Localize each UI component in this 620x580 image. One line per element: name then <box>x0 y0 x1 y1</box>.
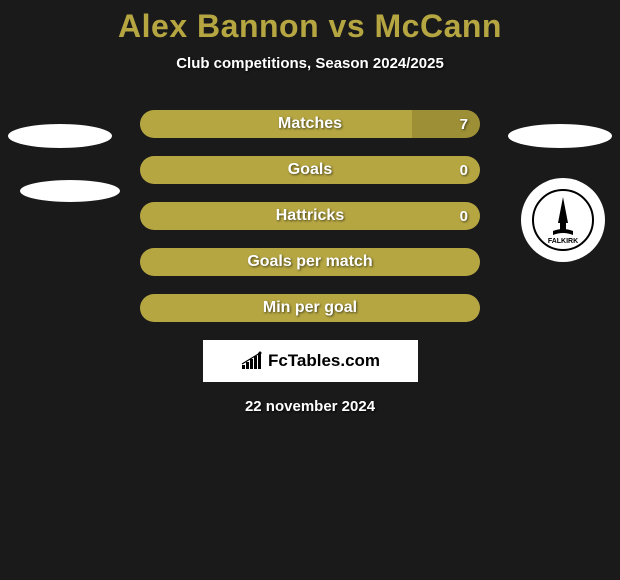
stat-label: Goals per match <box>247 253 372 271</box>
player-avatar-left-1 <box>8 124 112 148</box>
page-subtitle: Club competitions, Season 2024/2025 <box>0 55 620 72</box>
club-crest-icon: FALKIRK <box>528 185 598 255</box>
branding-text: FcTables.com <box>268 351 380 371</box>
stat-label: Min per goal <box>263 299 357 317</box>
svg-text:FALKIRK: FALKIRK <box>548 238 578 245</box>
stat-bar-min-per-goal: Min per goal <box>140 294 480 322</box>
player-avatar-right <box>508 124 612 148</box>
branding-box: FcTables.com <box>203 340 418 382</box>
stat-value: 0 <box>460 208 468 225</box>
stat-bar-goals-per-match: Goals per match <box>140 248 480 276</box>
date-text: 22 november 2024 <box>0 398 620 415</box>
page-title: Alex Bannon vs McCann <box>0 8 620 45</box>
club-badge: FALKIRK <box>521 178 605 262</box>
stat-bar-goals: Goals 0 <box>140 156 480 184</box>
stat-value: 0 <box>460 162 468 179</box>
stat-label: Hattricks <box>276 207 344 225</box>
chart-icon <box>240 351 264 371</box>
player-avatar-left-2 <box>20 180 120 202</box>
stat-label: Goals <box>288 161 332 179</box>
stat-label: Matches <box>278 115 342 133</box>
stat-bar-matches: Matches 7 <box>140 110 480 138</box>
stat-value: 7 <box>460 116 468 133</box>
stat-bar-hattricks: Hattricks 0 <box>140 202 480 230</box>
